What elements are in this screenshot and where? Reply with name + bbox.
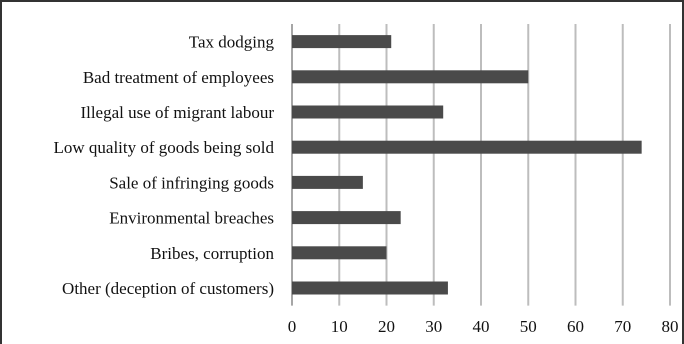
- x-tick-label-60: 60: [567, 317, 584, 336]
- category-label-2: Bad treatment of employees: [83, 68, 274, 87]
- bar-2: [292, 70, 529, 84]
- bar-8: [292, 281, 448, 295]
- x-tick-label-70: 70: [614, 317, 631, 336]
- bar-4: [292, 140, 642, 154]
- bars: [292, 35, 642, 295]
- x-tick-label-80: 80: [662, 317, 679, 336]
- bar-3: [292, 105, 444, 119]
- category-label-6: Environmental breaches: [109, 209, 274, 228]
- bar-5: [292, 175, 363, 189]
- bar-7: [292, 246, 387, 260]
- x-tick-label-40: 40: [473, 317, 490, 336]
- category-label-4: Low quality of goods being sold: [53, 138, 274, 157]
- x-axis-tick-labels: 0 10 20 30 40 50 60 70 80: [288, 317, 679, 336]
- bar-6: [292, 211, 401, 225]
- category-label-1: Tax dodging: [189, 33, 275, 52]
- x-tick-label-30: 30: [425, 317, 442, 336]
- category-label-7: Bribes, corruption: [150, 244, 274, 263]
- category-labels: Tax dodging Bad treatment of employees Ill…: [53, 33, 274, 298]
- x-tick-label-10: 10: [331, 317, 348, 336]
- x-tick-label-50: 50: [520, 317, 537, 336]
- category-label-3: Illegal use of migrant labour: [80, 103, 274, 122]
- category-label-8: Other (deception of customers): [62, 279, 274, 298]
- x-tick-label-0: 0: [288, 317, 297, 336]
- gridlines: [291, 24, 671, 306]
- bar-1: [292, 35, 392, 49]
- category-label-5: Sale of infringing goods: [109, 173, 274, 192]
- x-tick-label-20: 20: [378, 317, 395, 336]
